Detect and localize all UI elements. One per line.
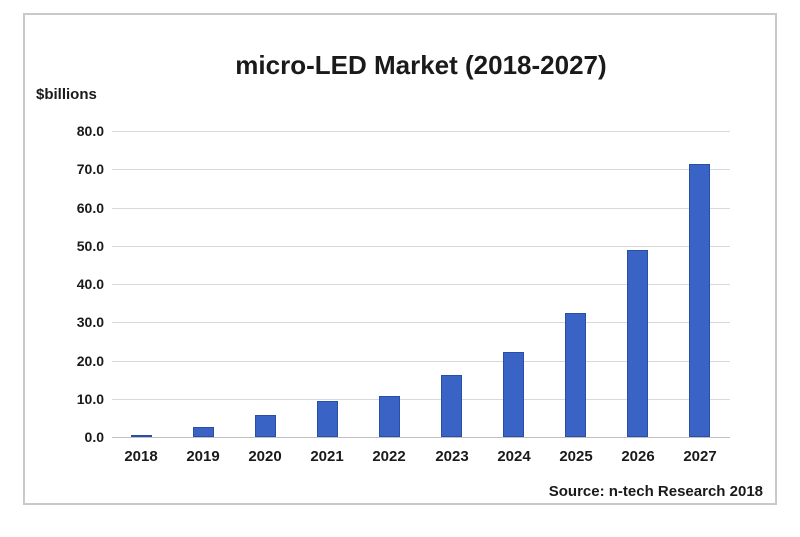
- gridline: [112, 131, 730, 132]
- x-tick-label: 2023: [435, 448, 469, 465]
- x-tick-label: 2021: [310, 448, 344, 465]
- gridline: [112, 169, 730, 170]
- bar-2020: [255, 415, 276, 437]
- chart-frame: [23, 13, 777, 505]
- gridline: [112, 284, 730, 285]
- y-tick-label: 50.0: [76, 238, 104, 254]
- bar-2023: [441, 375, 462, 437]
- bar-2022: [379, 396, 400, 437]
- x-tick-label: 2025: [559, 448, 593, 465]
- x-tick-label: 2026: [621, 448, 655, 465]
- x-tick-label: 2019: [186, 448, 220, 465]
- bar-2027: [689, 164, 710, 437]
- y-tick-label: 30.0: [76, 314, 104, 330]
- y-tick-label: 20.0: [76, 353, 104, 369]
- bar-2024: [503, 352, 524, 437]
- y-tick-label: 60.0: [76, 200, 104, 216]
- gridline: [112, 208, 730, 209]
- x-tick-label: 2020: [248, 448, 282, 465]
- x-tick-label: 2027: [683, 448, 717, 465]
- y-tick-label: 40.0: [76, 276, 104, 292]
- bar-2021: [317, 401, 338, 437]
- source-credit: Source: n-tech Research 2018: [548, 483, 763, 500]
- x-axis-baseline: [112, 437, 730, 438]
- y-tick-label: 0.0: [84, 429, 104, 445]
- chart-title: micro-LED Market (2018-2027): [235, 50, 607, 80]
- bar-2026: [627, 250, 648, 437]
- y-tick-label: 80.0: [76, 123, 104, 139]
- y-axis-unit-label: $billions: [36, 86, 97, 103]
- bar-2019: [193, 427, 214, 437]
- gridline: [112, 399, 730, 400]
- x-tick-label: 2018: [124, 448, 158, 465]
- gridline: [112, 361, 730, 362]
- bar-2025: [565, 313, 586, 437]
- bar-2018: [131, 435, 152, 437]
- y-tick-label: 10.0: [76, 391, 104, 407]
- x-tick-label: 2024: [497, 448, 531, 465]
- gridline: [112, 322, 730, 323]
- gridline: [112, 246, 730, 247]
- y-tick-label: 70.0: [76, 161, 104, 177]
- x-tick-label: 2022: [372, 448, 406, 465]
